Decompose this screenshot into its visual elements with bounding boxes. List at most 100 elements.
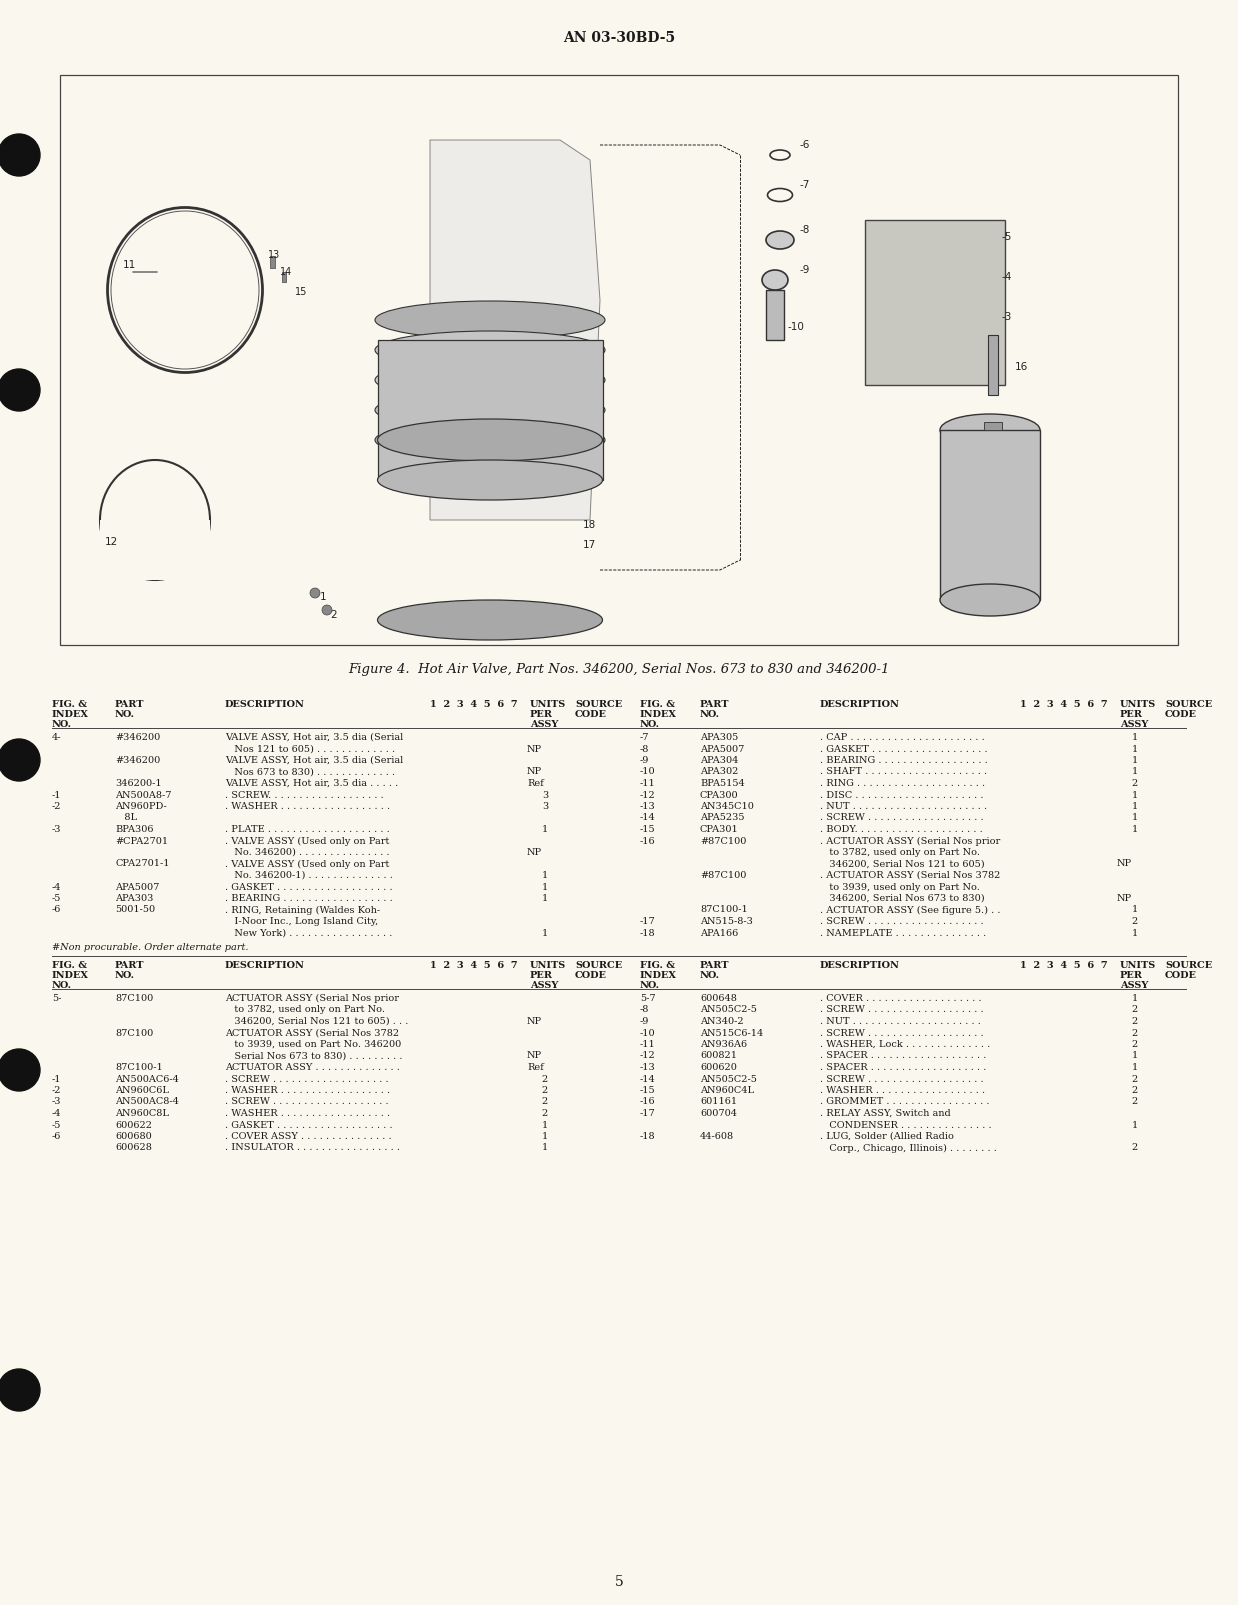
Text: 5-7: 5-7: [640, 993, 656, 1003]
Ellipse shape: [763, 270, 789, 291]
Text: . GROMMET . . . . . . . . . . . . . . . . .: . GROMMET . . . . . . . . . . . . . . . …: [820, 1098, 989, 1106]
Text: 2: 2: [1132, 1087, 1138, 1095]
Text: 1: 1: [542, 1143, 548, 1152]
Text: -8: -8: [640, 1005, 650, 1014]
Text: AN 03-30BD-5: AN 03-30BD-5: [563, 30, 675, 45]
Text: . SHAFT . . . . . . . . . . . . . . . . . . . .: . SHAFT . . . . . . . . . . . . . . . . …: [820, 767, 987, 777]
Text: 1: 1: [1132, 1063, 1138, 1072]
Text: 1: 1: [1132, 1120, 1138, 1130]
Text: -4: -4: [1002, 271, 1013, 282]
Text: -15: -15: [640, 1087, 656, 1095]
Circle shape: [322, 605, 332, 615]
Text: I-Noor Inc., Long Island City,: I-Noor Inc., Long Island City,: [225, 916, 379, 926]
Text: AN500AC6-4: AN500AC6-4: [115, 1074, 178, 1083]
Text: Figure 4.  Hot Air Valve, Part Nos. 346200, Serial Nos. 673 to 830 and 346200-1: Figure 4. Hot Air Valve, Part Nos. 34620…: [348, 663, 890, 676]
Text: AN515C6-14: AN515C6-14: [699, 1029, 764, 1037]
Text: #Non procurable. Order alternate part.: #Non procurable. Order alternate part.: [52, 944, 249, 952]
Text: UNITS
PER
ASSY: UNITS PER ASSY: [1120, 961, 1156, 990]
Text: 1: 1: [542, 894, 548, 904]
Bar: [100, 520, 210, 579]
Text: NP: NP: [527, 767, 542, 777]
Polygon shape: [430, 140, 600, 520]
Text: 15: 15: [295, 287, 307, 297]
Text: 600821: 600821: [699, 1051, 737, 1061]
Text: UNITS
PER
ASSY: UNITS PER ASSY: [530, 961, 566, 990]
Text: -5: -5: [52, 1120, 62, 1130]
Text: 1: 1: [1132, 993, 1138, 1003]
Text: -9: -9: [640, 756, 650, 766]
Text: 2: 2: [542, 1109, 548, 1119]
Text: 1: 1: [542, 929, 548, 937]
Text: -11: -11: [640, 1040, 656, 1050]
Text: New York) . . . . . . . . . . . . . . . . .: New York) . . . . . . . . . . . . . . . …: [225, 929, 392, 937]
Text: 1: 1: [1132, 756, 1138, 766]
Text: -16: -16: [640, 1098, 656, 1106]
Text: CPA301: CPA301: [699, 825, 739, 835]
Text: . WASHER, Lock . . . . . . . . . . . . . .: . WASHER, Lock . . . . . . . . . . . . .…: [820, 1040, 990, 1050]
Text: . BEARING . . . . . . . . . . . . . . . . . .: . BEARING . . . . . . . . . . . . . . . …: [225, 894, 392, 904]
Text: -12: -12: [640, 1051, 656, 1061]
Text: . VALVE ASSY (Used only on Part: . VALVE ASSY (Used only on Part: [225, 860, 390, 868]
Text: to 3939, used only on Part No.: to 3939, used only on Part No.: [820, 883, 979, 891]
Text: AN500A8-7: AN500A8-7: [115, 791, 172, 799]
Text: 2: 2: [542, 1074, 548, 1083]
Text: 11: 11: [123, 260, 136, 270]
Text: NP: NP: [527, 1018, 542, 1026]
Text: 14: 14: [280, 266, 292, 278]
Text: 1: 1: [1132, 767, 1138, 777]
Text: APA5007: APA5007: [699, 745, 744, 753]
Text: . NUT . . . . . . . . . . . . . . . . . . . . .: . NUT . . . . . . . . . . . . . . . . . …: [820, 1018, 980, 1026]
Text: -6: -6: [52, 1132, 62, 1141]
Text: . WASHER . . . . . . . . . . . . . . . . . .: . WASHER . . . . . . . . . . . . . . . .…: [225, 802, 390, 811]
Circle shape: [0, 133, 40, 177]
Bar: [282, 271, 286, 282]
Text: 1  2  3  4  5  6  7: 1 2 3 4 5 6 7: [430, 700, 517, 709]
Text: VALVE ASSY, Hot air, 3.5 dia (Serial: VALVE ASSY, Hot air, 3.5 dia (Serial: [225, 756, 404, 766]
Circle shape: [0, 738, 40, 782]
Bar: [766, 291, 784, 340]
Bar: [988, 335, 998, 395]
Text: 17: 17: [583, 539, 597, 551]
Text: APA304: APA304: [699, 756, 738, 766]
Text: AN960C4L: AN960C4L: [699, 1087, 754, 1095]
Text: . SCREW . . . . . . . . . . . . . . . . . . .: . SCREW . . . . . . . . . . . . . . . . …: [820, 1029, 984, 1037]
Text: -7: -7: [800, 180, 811, 189]
Text: . GASKET . . . . . . . . . . . . . . . . . . .: . GASKET . . . . . . . . . . . . . . . .…: [225, 883, 392, 891]
Text: 346200, Serial Nos 121 to 605): 346200, Serial Nos 121 to 605): [820, 860, 984, 868]
Text: 1  2  3  4  5  6  7: 1 2 3 4 5 6 7: [430, 961, 517, 969]
Text: UNITS
PER
ASSY: UNITS PER ASSY: [1120, 700, 1156, 729]
Text: -4: -4: [52, 883, 62, 891]
Ellipse shape: [375, 392, 605, 429]
Bar: [378, 340, 603, 480]
Text: 1: 1: [1132, 745, 1138, 753]
Text: -6: -6: [800, 140, 811, 149]
Text: No. 346200) . . . . . . . . . . . . . . .: No. 346200) . . . . . . . . . . . . . . …: [225, 847, 390, 857]
Text: 12: 12: [105, 538, 119, 547]
Text: Ref: Ref: [527, 1063, 543, 1072]
Text: -13: -13: [640, 1063, 656, 1072]
Text: 1: 1: [1132, 814, 1138, 822]
Text: -5: -5: [1002, 233, 1013, 242]
Text: 2: 2: [1132, 778, 1138, 788]
Text: CPA2701-1: CPA2701-1: [115, 860, 170, 868]
Ellipse shape: [375, 302, 605, 339]
Text: 16: 16: [1015, 363, 1029, 372]
Text: -16: -16: [640, 836, 656, 846]
Text: 2: 2: [1132, 916, 1138, 926]
Bar: [940, 430, 1040, 600]
Text: 346200, Serial Nos 673 to 830): 346200, Serial Nos 673 to 830): [820, 894, 984, 904]
Text: -6: -6: [52, 905, 62, 915]
Text: to 3939, used on Part No. 346200: to 3939, used on Part No. 346200: [225, 1040, 401, 1050]
Text: FIG. &
INDEX
NO.: FIG. & INDEX NO.: [640, 700, 677, 729]
Text: -8: -8: [800, 225, 811, 234]
Text: -14: -14: [640, 814, 656, 822]
Text: 87C100: 87C100: [115, 993, 154, 1003]
Text: -3: -3: [52, 825, 62, 835]
Text: APA166: APA166: [699, 929, 738, 937]
Text: 600680: 600680: [115, 1132, 152, 1141]
Text: 2: 2: [1132, 1098, 1138, 1106]
Ellipse shape: [378, 461, 603, 501]
Text: AN936A6: AN936A6: [699, 1040, 747, 1050]
Text: 44-608: 44-608: [699, 1132, 734, 1141]
Text: APA303: APA303: [115, 894, 154, 904]
